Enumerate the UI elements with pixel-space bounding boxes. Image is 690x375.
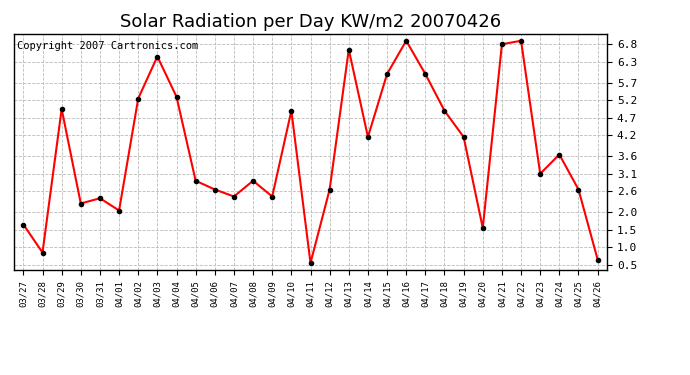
Text: Copyright 2007 Cartronics.com: Copyright 2007 Cartronics.com xyxy=(17,41,198,51)
Title: Solar Radiation per Day KW/m2 20070426: Solar Radiation per Day KW/m2 20070426 xyxy=(120,13,501,31)
